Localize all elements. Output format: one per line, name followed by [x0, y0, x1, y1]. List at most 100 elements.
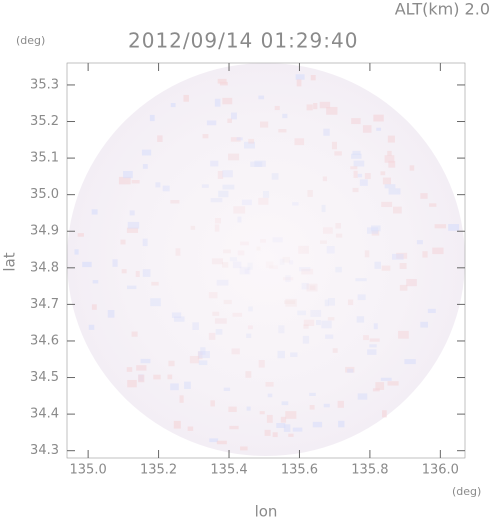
echo-speckle — [206, 120, 217, 126]
echo-speckle — [219, 81, 228, 86]
echo-speckle — [198, 351, 210, 359]
echo-speckle — [387, 381, 399, 386]
echo-speckle — [302, 335, 310, 344]
x-tick-label: 135.0 — [70, 463, 107, 478]
echo-speckle — [427, 308, 436, 314]
echo-speckle — [448, 224, 460, 231]
echo-speckle — [306, 104, 313, 111]
echo-speckle — [272, 237, 283, 243]
echo-speckle — [245, 371, 252, 378]
echo-speckle — [126, 227, 139, 233]
echo-speckle — [264, 429, 271, 436]
echo-speckle — [278, 129, 287, 133]
x-tick-label: 135.2 — [140, 463, 177, 478]
echo-speckle — [309, 392, 316, 396]
echo-speckle — [380, 171, 386, 176]
echo-speckle — [357, 294, 366, 301]
echo-speckle — [420, 193, 428, 199]
echo-speckle — [131, 180, 140, 184]
echo-speckle — [274, 105, 280, 111]
echo-speckle — [337, 400, 344, 408]
echo-speckle — [396, 252, 408, 259]
echo-speckle — [266, 414, 273, 423]
echo-speckle — [409, 165, 415, 171]
echo-speckle — [381, 201, 393, 208]
echo-speckle — [142, 269, 151, 277]
echo-speckle — [301, 282, 309, 290]
echo-speckle — [216, 440, 227, 445]
y-tick-label: 34.5 — [30, 370, 59, 385]
echo-speckle — [210, 198, 223, 203]
echo-speckle — [327, 317, 335, 321]
echo-speckle — [142, 164, 148, 169]
echo-speckle — [362, 125, 372, 133]
echo-speckle — [136, 365, 147, 371]
echo-speckle — [353, 170, 358, 178]
echo-speckle — [187, 426, 194, 431]
echo-speckle — [290, 352, 298, 357]
echo-speckle — [217, 78, 227, 84]
y-tick-label: 35.3 — [30, 77, 59, 92]
echo-speckle — [208, 292, 218, 299]
echo-speckle — [381, 265, 391, 271]
echo-speckle — [369, 344, 377, 348]
echo-speckle — [228, 406, 237, 413]
echo-speckle — [127, 285, 137, 290]
echo-speckle — [326, 246, 335, 254]
echo-speckle — [223, 299, 232, 305]
echo-speckle — [129, 210, 135, 216]
y-tick-label: 34.8 — [30, 260, 59, 275]
echo-speckle — [88, 324, 95, 330]
echo-speckle — [298, 266, 311, 272]
echo-speckle — [265, 261, 274, 269]
echo-speckle — [310, 309, 322, 317]
echo-speckle — [262, 191, 270, 198]
echo-speckle — [168, 360, 175, 367]
echo-speckle — [210, 160, 219, 167]
echo-speckle — [272, 432, 278, 438]
echo-speckle — [237, 250, 245, 256]
echo-speckle — [364, 250, 370, 258]
echo-speckle — [279, 258, 285, 265]
echo-speckle — [198, 360, 208, 366]
altitude-label: ALT(km) 2.0 — [395, 0, 490, 19]
echo-speckle — [91, 209, 98, 215]
echo-speckle — [295, 74, 305, 80]
echo-speckle — [406, 278, 417, 287]
echo-speckle — [292, 427, 303, 432]
echo-speckle — [189, 355, 200, 364]
echo-speckle — [306, 283, 318, 292]
x-unit: (deg) — [452, 485, 481, 498]
echo-speckle — [355, 278, 367, 282]
echo-speckle — [374, 261, 381, 269]
echo-speckle — [278, 325, 285, 334]
echo-speckle — [319, 101, 331, 109]
echo-speckle — [416, 240, 423, 245]
echo-speckle — [292, 202, 299, 206]
echo-speckle — [369, 338, 380, 342]
echo-speckle — [284, 300, 296, 304]
echo-speckle — [335, 233, 343, 238]
echo-speckle — [142, 238, 148, 247]
echo-speckle — [356, 316, 365, 323]
echo-speckle — [332, 348, 338, 353]
echo-speckle — [170, 103, 176, 108]
echo-speckle — [359, 179, 368, 186]
echo-speckle — [373, 114, 384, 122]
echo-speckle — [162, 185, 170, 192]
echo-speckle — [254, 160, 266, 167]
echo-speckle — [281, 401, 289, 406]
echo-speckle — [153, 374, 161, 380]
echo-speckle — [212, 311, 220, 316]
echo-speckle — [312, 421, 323, 428]
echo-speckle — [271, 173, 279, 180]
y-unit: (deg) — [16, 34, 45, 47]
echo-speckle — [382, 410, 387, 418]
echo-speckle — [301, 268, 314, 275]
echo-speckle — [384, 155, 395, 163]
echo-speckle — [173, 420, 181, 429]
echo-speckle — [296, 79, 302, 87]
echo-speckle — [210, 400, 215, 407]
echo-speckle — [232, 261, 242, 269]
